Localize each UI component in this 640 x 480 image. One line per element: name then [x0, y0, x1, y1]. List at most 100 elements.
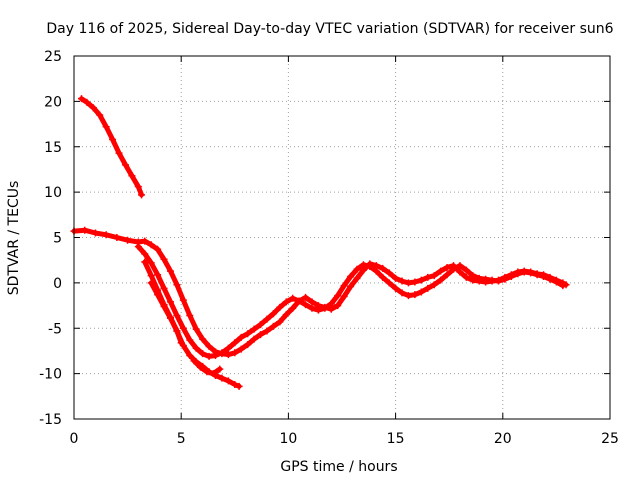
y-tick-label: 25 — [44, 49, 62, 65]
data-point — [177, 339, 185, 347]
y-tick-label: 5 — [53, 231, 62, 247]
data-point — [340, 292, 348, 300]
data-point — [244, 341, 252, 349]
data-point — [257, 331, 265, 339]
data-point — [250, 335, 258, 343]
data-point — [540, 273, 548, 281]
data-point — [514, 270, 522, 278]
data-point — [209, 370, 217, 378]
data-point — [160, 302, 168, 310]
data-point — [199, 350, 207, 358]
data-point — [186, 312, 194, 320]
data-point — [379, 273, 387, 281]
data-point — [417, 276, 425, 284]
data-point — [443, 263, 451, 271]
data-point — [160, 284, 168, 292]
chart-title: Day 116 of 2025, Sidereal Day-to-day VTE… — [46, 21, 613, 37]
data-point — [404, 292, 412, 300]
data-point — [411, 291, 419, 299]
data-point — [276, 318, 284, 326]
data-point — [295, 297, 303, 305]
data-point — [533, 271, 541, 279]
data-point — [462, 273, 470, 281]
axis-ticks: 0 5 10 15 20 25 -15 -10 -5 0 5 10 15 20 25 — [39, 49, 619, 447]
data-point — [359, 261, 367, 269]
data-point — [212, 351, 220, 359]
data-point — [308, 298, 316, 306]
data-point — [224, 351, 232, 359]
data-point — [314, 306, 322, 314]
data-point — [224, 344, 232, 352]
data-point — [263, 315, 271, 323]
x-tick-label: 0 — [70, 431, 79, 447]
data-point — [379, 264, 387, 272]
data-point — [456, 268, 464, 276]
data-point — [218, 349, 226, 357]
data-point — [276, 303, 284, 311]
data-point — [199, 335, 207, 343]
data-point — [392, 274, 400, 282]
data-point — [411, 278, 419, 286]
data-point — [237, 333, 245, 341]
data-point — [372, 267, 380, 275]
data-point — [115, 149, 123, 157]
data-point — [469, 272, 477, 280]
y-tick-label: -5 — [48, 321, 62, 337]
data-point — [353, 274, 361, 282]
data-point — [173, 327, 181, 335]
data-point — [495, 277, 503, 285]
data-point — [250, 325, 258, 333]
data-point — [81, 226, 89, 234]
data-point — [424, 284, 432, 292]
data-point — [507, 273, 515, 281]
data-point — [482, 275, 490, 283]
data-point — [385, 279, 393, 287]
data-point — [437, 276, 445, 284]
data-point — [179, 324, 187, 332]
data-point — [190, 357, 198, 365]
y-tick-label: 0 — [53, 276, 62, 292]
data-point — [147, 272, 155, 280]
data-point — [289, 294, 297, 302]
data-point — [203, 368, 211, 376]
data-point — [121, 161, 129, 169]
y-tick-label: -15 — [39, 412, 62, 428]
data-point — [91, 229, 99, 237]
data-point — [334, 292, 342, 300]
x-tick-label: 10 — [279, 431, 297, 447]
data-point — [83, 98, 91, 106]
data-point — [141, 258, 149, 266]
data-point — [269, 310, 277, 318]
data-point — [289, 304, 297, 312]
data-point — [231, 349, 239, 357]
x-tick-label: 15 — [387, 431, 405, 447]
data-point — [224, 377, 232, 385]
y-tick-label: 20 — [44, 94, 62, 110]
data-point — [166, 314, 174, 322]
gridlines — [74, 56, 610, 419]
data-point — [385, 269, 393, 277]
data-point — [302, 301, 310, 309]
data-point — [205, 352, 213, 360]
data-point — [231, 381, 239, 389]
data-point — [282, 311, 290, 319]
data-point — [154, 245, 162, 253]
x-axis-label: GPS time / hours — [280, 459, 397, 475]
data-point — [437, 267, 445, 275]
data-point — [186, 351, 194, 359]
data-point — [334, 302, 342, 310]
data-point — [138, 191, 146, 199]
data-point — [179, 296, 187, 304]
data-point — [392, 284, 400, 292]
data-point — [347, 273, 355, 281]
data-point — [141, 237, 149, 245]
data-point — [404, 279, 412, 287]
data-point — [147, 279, 155, 287]
data-point — [192, 325, 200, 333]
data-point — [475, 274, 483, 282]
data-point — [237, 345, 245, 353]
data-point — [134, 183, 142, 191]
data-point — [102, 123, 110, 131]
